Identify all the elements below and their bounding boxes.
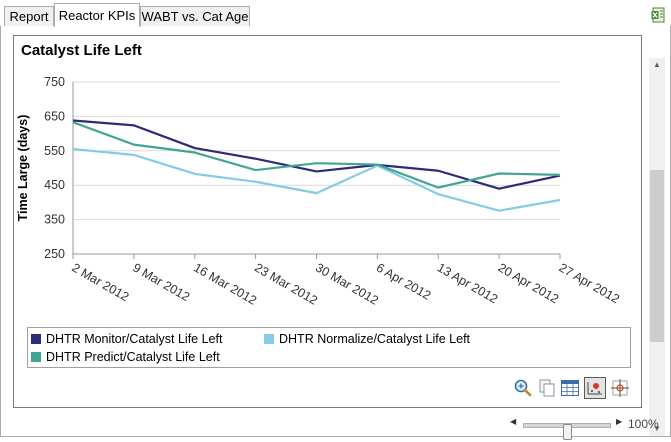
series-line-1 bbox=[72, 147, 561, 212]
chart-title: Catalyst Life Left bbox=[21, 42, 142, 59]
y-tick-label: 350 bbox=[44, 213, 65, 227]
zoom-slider-track[interactable] bbox=[523, 423, 611, 440]
zoom-decrease-icon[interactable]: ◀ bbox=[510, 417, 517, 426]
x-tick-label: 27 Apr 2012 bbox=[557, 260, 622, 306]
chart-select-icon[interactable] bbox=[584, 377, 606, 399]
y-tick-label: 450 bbox=[44, 178, 65, 192]
scrollbar-thumb[interactable] bbox=[650, 170, 664, 342]
y-tick-label: 550 bbox=[44, 144, 65, 158]
legend-label-normalize: DHTR Normalize/Catalyst Life Left bbox=[279, 332, 471, 346]
tab-bar: Report Reactor KPIs WABT vs. Cat Age bbox=[0, 0, 671, 27]
chart-legend: DHTR Monitor/Catalyst Life Left DHTR Nor… bbox=[27, 327, 631, 368]
export-excel-icon[interactable] bbox=[651, 7, 665, 23]
copy-icon[interactable] bbox=[537, 378, 557, 398]
zoom-icon[interactable] bbox=[513, 378, 533, 398]
legend-item-monitor: DHTR Monitor/Catalyst Life Left bbox=[31, 331, 222, 347]
x-tick-label: 6 Apr 2012 bbox=[374, 260, 433, 302]
vertical-scrollbar[interactable]: ▲ ▼ bbox=[649, 58, 665, 436]
chart-container: Catalyst Life Left 250 350 450 550 650 750 2 M… bbox=[13, 35, 642, 408]
legend-swatch-monitor bbox=[31, 334, 41, 344]
x-tick-label: 30 Mar 2012 bbox=[313, 260, 381, 307]
tab-reactor-kpis[interactable]: Reactor KPIs bbox=[54, 3, 140, 27]
x-tick-label: 20 Apr 2012 bbox=[496, 260, 561, 306]
tab-content-panel: Catalyst Life Left 250 350 450 550 650 750 2 M… bbox=[0, 26, 671, 437]
zoom-slider-thumb[interactable] bbox=[563, 424, 572, 440]
zoom-increase-icon[interactable]: ▶ bbox=[616, 417, 623, 426]
legend-label-monitor: DHTR Monitor/Catalyst Life Left bbox=[46, 332, 223, 346]
legend-label-predict: DHTR Predict/Catalyst Life Left bbox=[46, 350, 220, 364]
series-line-0 bbox=[72, 119, 561, 190]
y-tick-label: 750 bbox=[44, 75, 65, 89]
legend-swatch-predict bbox=[31, 352, 41, 362]
legend-item-predict: DHTR Predict/Catalyst Life Left bbox=[31, 349, 220, 365]
scroll-up-icon[interactable]: ▲ bbox=[653, 60, 661, 69]
x-tick-label: 13 Apr 2012 bbox=[435, 260, 500, 306]
y-axis-title: Time Large (days) bbox=[16, 115, 30, 222]
scroll-down-icon[interactable]: ▼ bbox=[653, 424, 661, 433]
x-tick-label: 16 Mar 2012 bbox=[191, 260, 259, 307]
y-tick-label: 250 bbox=[44, 247, 65, 261]
series-line-2 bbox=[72, 121, 561, 189]
tab-report[interactable]: Report bbox=[4, 6, 54, 26]
zoom-slider-bar: ◀ ▶ 100% bbox=[510, 416, 665, 440]
legend-swatch-normalize bbox=[264, 334, 274, 344]
x-tick-label: 9 Mar 2012 bbox=[130, 260, 192, 304]
zoom-percent: 100% bbox=[628, 417, 659, 431]
x-tick-label: 2 Mar 2012 bbox=[70, 260, 132, 304]
crosshair-icon[interactable] bbox=[610, 378, 630, 398]
tab-wabt-vs-cat-age[interactable]: WABT vs. Cat Age bbox=[140, 6, 250, 26]
line-chart: 250 350 450 550 650 750 2 Mar 2012 9 Mar 2012 16… bbox=[16, 75, 622, 308]
x-tick-label: 23 Mar 2012 bbox=[252, 260, 320, 307]
y-tick-label: 650 bbox=[44, 109, 65, 123]
legend-item-normalize: DHTR Normalize/Catalyst Life Left bbox=[264, 331, 470, 347]
table-icon[interactable] bbox=[560, 378, 580, 398]
